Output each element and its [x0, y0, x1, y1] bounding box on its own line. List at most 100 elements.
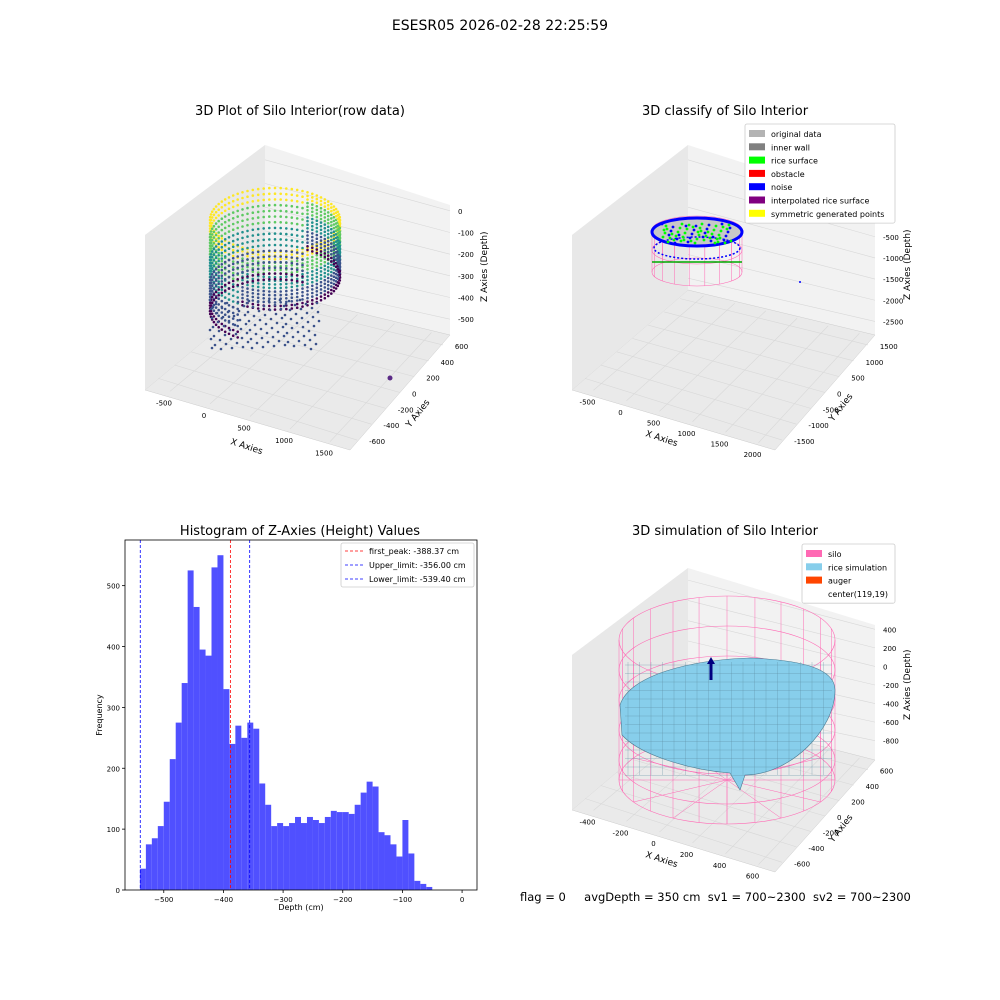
point [256, 253, 260, 256]
point [251, 248, 255, 252]
point [306, 253, 309, 257]
point [332, 261, 336, 264]
point [236, 209, 239, 213]
point [268, 243, 271, 247]
histogram-vlines [139, 540, 251, 890]
y-tick-label: 300 [107, 704, 120, 712]
point [273, 220, 277, 224]
point [338, 237, 342, 241]
point [332, 216, 336, 219]
point [338, 230, 342, 233]
classified-point [677, 233, 681, 237]
point [306, 209, 309, 212]
point [295, 277, 299, 281]
point [332, 255, 336, 259]
point [246, 258, 249, 261]
point [220, 285, 224, 289]
z-tick-label: -500 [458, 316, 474, 324]
point [251, 200, 255, 203]
point [220, 251, 224, 255]
point [251, 299, 255, 302]
point [334, 207, 338, 211]
point [251, 257, 255, 260]
point [227, 258, 231, 262]
point [214, 306, 218, 309]
status-avg-depth: avgDepth = 350 cm [584, 890, 701, 904]
point [220, 206, 224, 209]
point [330, 242, 333, 245]
point [246, 287, 249, 290]
point [334, 287, 338, 290]
point [209, 247, 213, 250]
point [220, 217, 224, 220]
point [258, 318, 262, 322]
point [311, 270, 314, 273]
legend-swatch [749, 209, 765, 217]
classified-point [728, 226, 732, 230]
point [217, 240, 220, 243]
point [268, 278, 271, 281]
classified-point [663, 231, 667, 235]
point [241, 236, 244, 240]
histogram-bar [259, 783, 266, 890]
point [315, 251, 319, 255]
point [212, 287, 216, 291]
point [338, 273, 342, 277]
legend-swatch [749, 143, 765, 151]
classified-point [673, 241, 677, 245]
point [326, 207, 330, 211]
point [301, 269, 304, 273]
point [301, 223, 304, 227]
point [251, 268, 255, 272]
point [262, 221, 266, 224]
point [315, 248, 319, 251]
point [301, 325, 305, 329]
point [330, 245, 333, 249]
histogram-bars [139, 555, 433, 890]
point [326, 283, 330, 287]
classified-point [683, 231, 687, 235]
point [330, 281, 333, 285]
point [306, 260, 309, 264]
point [323, 289, 327, 293]
point [220, 280, 224, 283]
classified-point [729, 239, 733, 243]
point [285, 221, 288, 224]
point [214, 205, 218, 208]
point [338, 226, 342, 230]
point [319, 239, 323, 242]
point [251, 234, 255, 237]
point [315, 226, 319, 230]
legend-label: inner wall [771, 143, 810, 152]
x-tick-label: -500 [580, 398, 596, 406]
point [311, 228, 314, 232]
point [295, 268, 299, 272]
point [316, 310, 320, 314]
point [228, 328, 232, 332]
classified-point [691, 225, 695, 229]
point [306, 300, 309, 304]
point [246, 206, 249, 210]
point [311, 239, 314, 242]
point [292, 344, 296, 348]
x-tick-label: 1000 [678, 430, 696, 438]
point [217, 325, 220, 329]
point [279, 304, 283, 308]
point [246, 252, 249, 255]
point [323, 205, 327, 208]
point [306, 271, 309, 275]
histogram-bar [390, 844, 397, 890]
point [208, 261, 212, 265]
histogram-bar [265, 804, 272, 890]
point [282, 334, 286, 338]
point [241, 270, 244, 274]
point [236, 192, 239, 196]
point [337, 213, 341, 216]
point [220, 223, 224, 226]
classified-point [668, 236, 672, 240]
point [250, 346, 254, 350]
z-tick-label: -2500 [883, 318, 903, 326]
point [330, 231, 333, 235]
raw-zlabel: Z Axies (Depth) [480, 231, 490, 302]
